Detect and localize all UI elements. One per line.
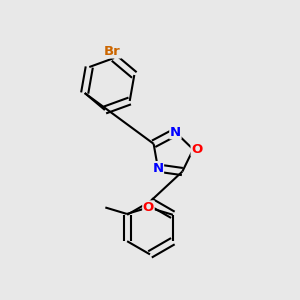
Text: N: N [170, 126, 181, 139]
Text: N: N [152, 162, 164, 175]
Text: O: O [143, 201, 154, 214]
Text: Br: Br [104, 45, 121, 58]
Text: O: O [191, 143, 202, 156]
Polygon shape [154, 132, 193, 172]
